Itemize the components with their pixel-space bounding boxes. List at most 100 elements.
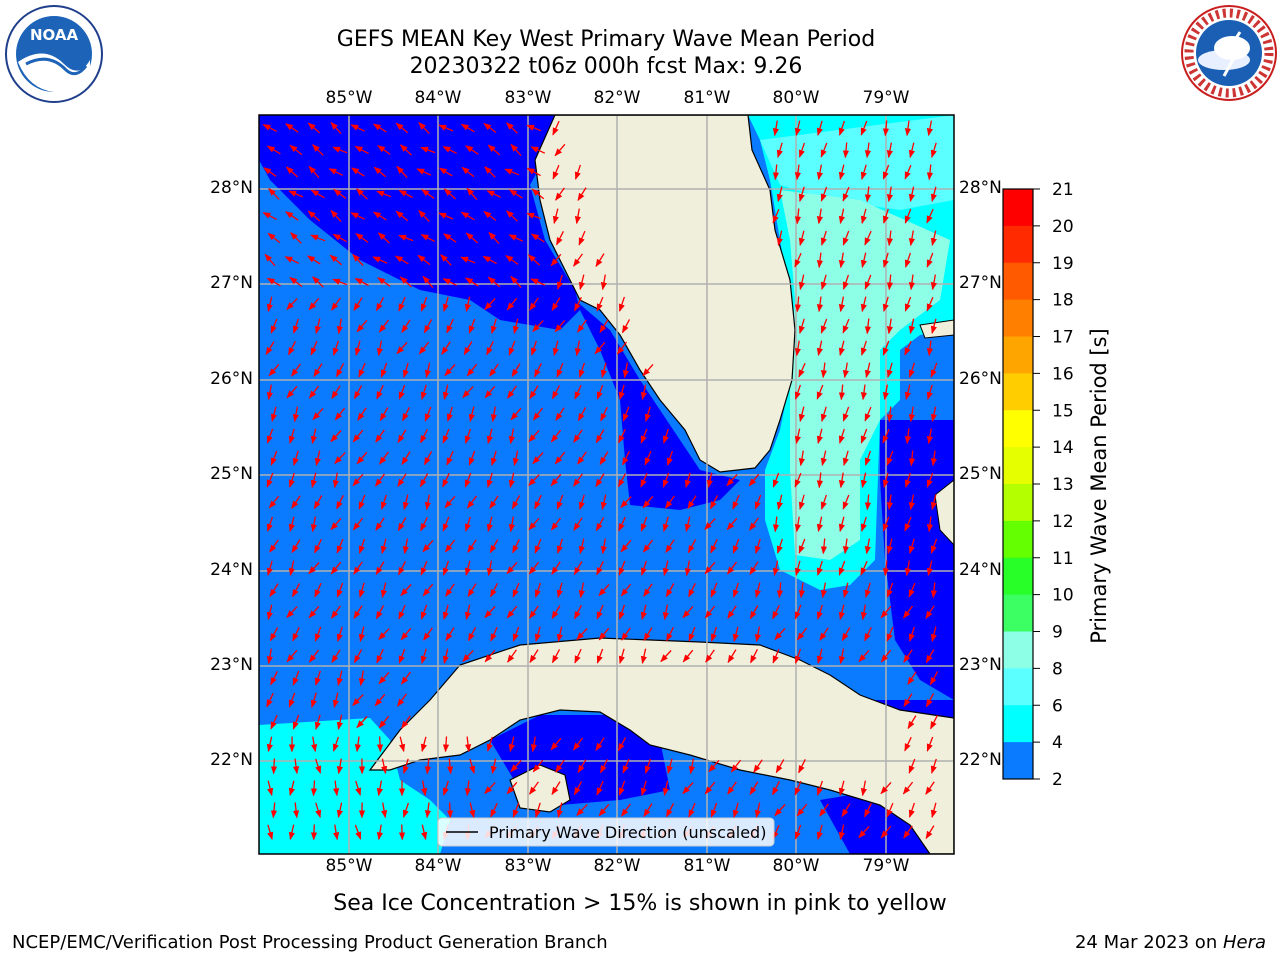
wave-direction-arrow [886,626,894,642]
wave-direction-arrow [644,406,651,422]
wave-direction-arrow [595,473,605,488]
wave-direction-arrow [864,627,872,642]
wave-direction-arrow [375,517,385,531]
colorbar-tick-label: 2 [1052,770,1063,790]
wave-direction-arrow [772,560,779,577]
wave-direction-arrow [421,824,428,841]
wave-direction-arrow [506,297,518,311]
wave-direction-arrow [288,692,296,708]
wave-direction-arrow [378,671,390,685]
wave-direction-arrow [336,582,344,598]
wave-direction-arrow [488,231,500,245]
wave-direction-arrow [352,253,364,266]
wave-direction-arrow [288,560,295,577]
wave-direction-arrow [529,605,539,619]
wave-direction-arrow [930,186,937,202]
wave-direction-arrow [529,649,539,664]
wave-direction-arrow [504,168,520,176]
colorbar-segment [1003,594,1033,632]
wave-direction-arrow [336,802,343,819]
wave-direction-arrow [331,649,341,663]
colorbar-segment [1003,705,1033,743]
wave-direction-arrow [688,758,695,775]
wave-direction-arrow [460,256,476,264]
wave-direction-arrow [264,253,276,267]
wave-direction-arrow [310,189,325,199]
wave-direction-arrow [858,649,870,663]
wave-direction-arrow [506,781,518,795]
wave-direction-arrow [842,582,849,599]
wave-direction-arrow [352,473,364,487]
wave-direction-arrow [354,736,362,753]
wave-direction-arrow [374,473,386,487]
wave-direction-arrow [552,208,559,225]
wave-direction-arrow [266,516,274,532]
wave-direction-arrow [776,582,784,599]
wave-direction-arrow [331,297,341,311]
wave-direction-arrow [820,406,827,422]
wave-direction-arrow [665,803,675,818]
wave-direction-arrow [555,759,565,773]
wave-direction-arrow [420,384,427,400]
wave-direction-arrow [794,208,802,225]
wave-direction-arrow [662,428,669,444]
period-6-8-sw-corner [259,718,450,854]
wave-direction-arrow [270,318,278,334]
wave-direction-arrow [908,758,916,774]
colorbar-tick-label: 9 [1052,623,1063,643]
wave-direction-arrow [266,145,281,155]
wave-direction-arrow [798,406,805,423]
wave-direction-arrow [483,210,497,222]
wave-direction-arrow [710,802,718,818]
wave-direction-arrow [749,517,759,531]
lat-tick-left: 24°N [210,560,253,580]
wave-direction-arrow [270,450,278,466]
wave-direction-arrow [464,780,472,797]
wave-direction-arrow [312,144,324,156]
wave-direction-arrow [551,605,561,620]
wave-direction-arrow [401,451,411,466]
wave-direction-arrow [640,516,648,532]
wave-direction-arrow [375,429,385,443]
wave-direction-arrow [395,210,409,222]
wave-direction-arrow [704,518,716,530]
wave-direction-arrow [926,472,934,488]
wave-direction-arrow [618,516,626,532]
wave-direction-arrow [399,736,406,753]
wave-direction-arrow [374,693,386,707]
wave-direction-arrow [930,715,938,730]
wave-direction-arrow [466,187,478,201]
wave-direction-arrow [908,362,916,378]
wave-direction-arrow [573,473,583,487]
wave-direction-arrow [820,362,828,379]
wave-direction-arrow [397,693,407,707]
wave-direction-arrow [798,186,805,202]
wave-direction-arrow [640,648,647,665]
wave-direction-arrow [402,494,409,511]
wave-direction-arrow [555,407,565,421]
wave-direction-arrow [424,802,432,819]
wave-direction-arrow [886,538,893,555]
wave-direction-arrow [484,649,496,663]
wave-direction-arrow [534,626,541,642]
wave-direction-arrow [487,276,501,288]
wave-direction-arrow [286,606,298,618]
colorbar-segment [1003,742,1033,780]
wave-direction-arrow [704,781,716,795]
wave-direction-arrow [798,494,805,510]
wave-direction-arrow [399,144,412,156]
wave-direction-arrow [925,781,935,795]
lat-tick-left: 25°N [210,464,253,484]
wave-direction-arrow [350,124,366,132]
wave-direction-arrow [421,189,435,199]
wave-direction-arrow [904,384,911,401]
wave-direction-arrow [400,627,412,641]
wave-direction-arrow [464,604,471,621]
wave-direction-arrow [930,230,937,247]
wave-direction-arrow [816,208,824,225]
wave-direction-arrow [380,538,387,554]
wave-direction-arrow [620,539,632,553]
wave-direction-arrow [926,208,934,224]
wave-direction-arrow [574,164,582,180]
wave-direction-arrow [512,318,519,335]
